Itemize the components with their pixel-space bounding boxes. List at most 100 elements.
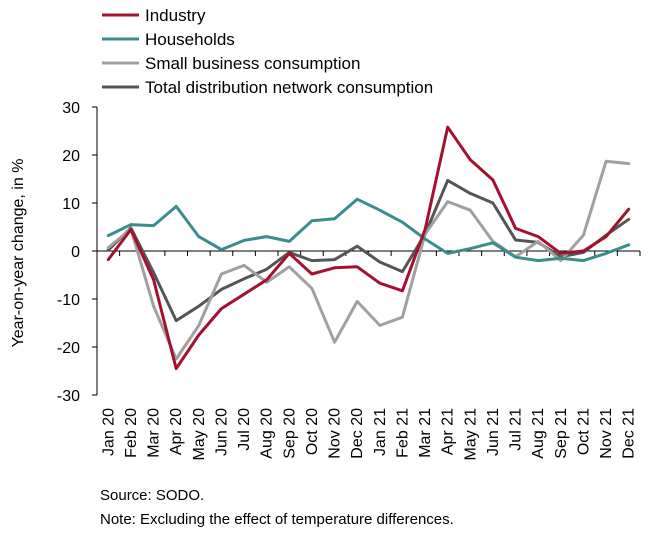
- data-point: [333, 258, 336, 261]
- data-point: [627, 208, 630, 211]
- data-point: [220, 288, 223, 291]
- legend-label: Total distribution network consumption: [145, 78, 433, 97]
- data-point: [491, 201, 495, 205]
- data-point: [469, 209, 472, 212]
- series-line: [106, 159, 631, 361]
- x-tick-label: Jan 21: [372, 408, 389, 456]
- data-point: [333, 341, 336, 344]
- x-tick-label: Apr 20: [168, 408, 185, 455]
- legend-label: Industry: [145, 6, 206, 25]
- series-1: [106, 197, 631, 263]
- data-point: [220, 248, 223, 251]
- data-point: [333, 266, 336, 269]
- data-point: [129, 228, 133, 231]
- data-point: [288, 265, 291, 268]
- temperature-note: Note: Excluding the effect of temperatur…: [100, 511, 454, 528]
- data-point: [378, 282, 381, 285]
- data-point: [582, 249, 585, 253]
- data-point: [129, 223, 133, 226]
- x-tick-label: Oct 20: [304, 408, 321, 455]
- legend-label: Households: [145, 30, 235, 49]
- data-point: [175, 357, 178, 361]
- legend-label: Small business consumption: [145, 54, 360, 73]
- data-point: [265, 278, 268, 281]
- x-tick-label: Sep 20: [281, 408, 298, 459]
- data-point: [604, 235, 608, 238]
- data-point: [423, 228, 427, 231]
- series-layer: [106, 125, 631, 371]
- data-point: [152, 224, 155, 227]
- data-point: [152, 305, 155, 308]
- data-point: [310, 219, 314, 222]
- data-point: [559, 252, 562, 255]
- data-point: [378, 209, 381, 212]
- data-point: [175, 367, 178, 370]
- data-point: [333, 217, 336, 220]
- data-point: [310, 259, 314, 262]
- data-point: [537, 240, 540, 243]
- data-point: [559, 259, 562, 262]
- data-point: [537, 235, 540, 238]
- y-tick-label: -30: [57, 388, 80, 405]
- x-tick-label: Jun 21: [485, 408, 502, 456]
- y-tick-label: -20: [57, 340, 80, 357]
- data-point: [220, 272, 223, 276]
- data-point: [107, 246, 110, 249]
- data-point: [401, 221, 404, 224]
- data-point: [401, 289, 404, 292]
- data-point: [356, 265, 359, 268]
- data-point: [446, 252, 449, 255]
- data-point: [582, 234, 585, 237]
- data-point: [537, 259, 540, 262]
- data-point: [491, 178, 495, 182]
- x-tick-label: Aug 21: [530, 408, 547, 459]
- x-tick-label: May 20: [191, 408, 208, 461]
- x-tick-label: Mar 21: [417, 408, 434, 458]
- x-tick-label: Dec 21: [621, 408, 638, 459]
- data-point: [446, 126, 449, 129]
- y-tick-label: 30: [62, 100, 80, 117]
- data-point: [288, 252, 291, 255]
- data-point: [627, 218, 630, 221]
- data-point: [356, 245, 359, 248]
- data-point: [265, 268, 268, 271]
- data-point: [446, 179, 449, 182]
- data-point: [401, 316, 404, 319]
- x-tick-label: Feb 21: [394, 408, 411, 458]
- data-point: [197, 324, 200, 327]
- data-point: [469, 192, 472, 195]
- x-tick-label: Jul 21: [508, 408, 525, 451]
- data-point: [242, 264, 246, 267]
- data-point: [107, 258, 110, 261]
- x-tick-label: Apr 21: [440, 408, 457, 455]
- data-point: [197, 235, 200, 238]
- data-point: [242, 277, 246, 280]
- data-point: [310, 272, 314, 276]
- x-tick-label: Feb 20: [123, 408, 140, 458]
- data-point: [469, 158, 472, 161]
- x-tick-label: Nov 21: [598, 408, 615, 459]
- source-note: Source: SODO.: [100, 487, 204, 504]
- data-point: [242, 239, 246, 242]
- data-point: [627, 162, 630, 165]
- data-point: [604, 252, 608, 255]
- x-tick-label: Mar 20: [146, 408, 163, 458]
- data-point: [310, 287, 314, 290]
- data-point: [514, 227, 517, 230]
- data-point: [220, 307, 223, 310]
- y-tick-label: -10: [57, 292, 80, 309]
- data-point: [604, 160, 608, 163]
- data-point: [423, 237, 427, 241]
- x-tick-label: Oct 21: [575, 408, 592, 455]
- y-tick-label: 0: [71, 244, 80, 261]
- data-point: [175, 319, 178, 322]
- data-point: [401, 270, 404, 273]
- y-axis-label: Year-on-year change, in %: [10, 159, 27, 348]
- data-point: [356, 300, 359, 303]
- data-point: [582, 259, 585, 262]
- x-tick-label: Aug 20: [259, 408, 276, 459]
- x-tick-label: Jul 20: [236, 408, 253, 451]
- x-tick-label: Dec 20: [349, 408, 366, 459]
- data-point: [107, 248, 110, 252]
